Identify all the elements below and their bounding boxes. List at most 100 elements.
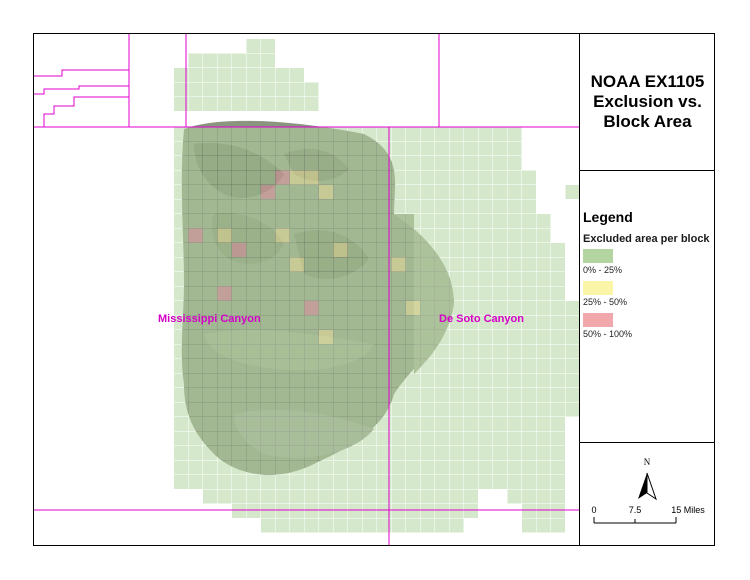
lease-block-cell xyxy=(275,228,290,243)
lease-block-cell xyxy=(333,315,348,330)
lease-block-cell xyxy=(522,373,536,388)
lease-block-cell xyxy=(435,504,449,518)
lease-block-cell xyxy=(362,286,377,301)
lease-block-cell xyxy=(232,388,246,402)
lease-block-cell xyxy=(246,315,261,330)
lease-block-cell xyxy=(217,257,232,272)
lease-block-cell xyxy=(406,228,420,243)
lease-block-cell xyxy=(304,141,319,156)
lease-block-cell xyxy=(478,446,493,460)
lease-block-cell xyxy=(188,388,203,402)
lease-block-cell xyxy=(478,185,493,199)
lease-block-cell xyxy=(420,228,435,243)
lease-block-cell xyxy=(420,141,435,156)
lease-block-cell xyxy=(261,359,275,373)
lease-block-cell xyxy=(174,286,188,301)
lease-block-cell xyxy=(174,330,188,344)
lease-block-cell xyxy=(203,373,217,388)
lease-block-cell xyxy=(188,475,203,489)
lease-block-cell xyxy=(377,214,391,228)
lease-block-cell xyxy=(188,359,203,373)
lease-block-cell xyxy=(420,417,435,431)
lease-block-cell xyxy=(377,489,391,504)
lease-block-cell xyxy=(246,185,261,199)
lease-block-cell xyxy=(348,417,362,431)
lease-block-cell xyxy=(464,199,478,214)
lease-block-cell xyxy=(464,286,478,301)
lease-block-cell xyxy=(246,199,261,214)
lease-block-cell xyxy=(536,373,551,388)
lease-block-cell xyxy=(391,446,406,460)
lease-block-cell xyxy=(507,243,522,257)
lease-block-cell xyxy=(435,257,449,272)
lease-block-cell xyxy=(232,330,246,344)
lease-block-cell xyxy=(522,272,536,286)
lease-block-cell xyxy=(377,475,391,489)
lease-block-cell xyxy=(551,518,565,533)
lease-block-cell xyxy=(377,170,391,185)
lease-block-cell xyxy=(333,475,348,489)
scale-tick-mid: 7.5 xyxy=(629,505,642,515)
lease-block-cell xyxy=(478,170,493,185)
lease-block-cell xyxy=(304,431,319,446)
lease-block-cell xyxy=(261,373,275,388)
lease-block-cell xyxy=(290,315,304,330)
lease-block-cell xyxy=(478,127,493,141)
lease-block-cell xyxy=(188,431,203,446)
lease-block-cell xyxy=(290,68,304,82)
map-area[interactable]: Mississippi Canyon De Soto Canyon xyxy=(34,34,579,545)
lease-block-cell xyxy=(304,504,319,518)
lease-block-cell xyxy=(232,199,246,214)
lease-block-cell xyxy=(551,330,565,344)
lease-block-cell xyxy=(391,199,406,214)
lease-block-cell xyxy=(449,156,464,170)
lease-block-cell xyxy=(493,141,507,156)
lease-block-cell xyxy=(348,301,362,315)
legend-panel: Legend Excluded area per block 0% - 25% … xyxy=(580,171,715,443)
lease-block-cell xyxy=(420,301,435,315)
lease-block-cell xyxy=(290,373,304,388)
lease-block-cell xyxy=(449,272,464,286)
lease-block-cell xyxy=(333,460,348,475)
lease-block-cell xyxy=(362,156,377,170)
lease-block-cell xyxy=(246,68,261,82)
lease-block-cell xyxy=(217,431,232,446)
lease-block-cell xyxy=(348,475,362,489)
lease-block-cell xyxy=(420,402,435,417)
lease-block-cell xyxy=(391,431,406,446)
lease-block-cell xyxy=(174,228,188,243)
lease-block-cell xyxy=(493,185,507,199)
lease-block-cell xyxy=(203,475,217,489)
lease-block-cell xyxy=(377,141,391,156)
lease-block-cell xyxy=(333,301,348,315)
lease-block-cell xyxy=(304,301,319,315)
lease-block-cell xyxy=(449,257,464,272)
scale-panel: N 0 7.5 15 Miles xyxy=(580,443,715,545)
lease-block-cell xyxy=(536,388,551,402)
lease-block-cell xyxy=(348,460,362,475)
lease-block-cell xyxy=(348,330,362,344)
lease-block-cell xyxy=(333,185,348,199)
lease-block-cell xyxy=(319,373,333,388)
lease-block-cell xyxy=(304,214,319,228)
lease-block-cell xyxy=(290,446,304,460)
lease-block-cell xyxy=(391,185,406,199)
lease-block-cell xyxy=(522,185,536,199)
lease-block-cell xyxy=(551,301,565,315)
lease-block-cell xyxy=(261,170,275,185)
lease-block-cell xyxy=(174,272,188,286)
lease-block-cell xyxy=(406,446,420,460)
lease-block-cell xyxy=(464,156,478,170)
lease-block-cell xyxy=(420,127,435,141)
lease-block-cell xyxy=(362,460,377,475)
lease-block-cell xyxy=(290,257,304,272)
lease-block-cell xyxy=(319,489,333,504)
lease-block-grid[interactable] xyxy=(174,39,579,533)
lease-block-cell xyxy=(435,344,449,359)
lease-block-cell xyxy=(348,214,362,228)
lease-block-cell xyxy=(232,97,246,111)
lease-block-cell xyxy=(449,373,464,388)
lease-block-cell xyxy=(232,82,246,97)
lease-block-cell xyxy=(232,475,246,489)
lease-block-cell xyxy=(203,489,217,504)
